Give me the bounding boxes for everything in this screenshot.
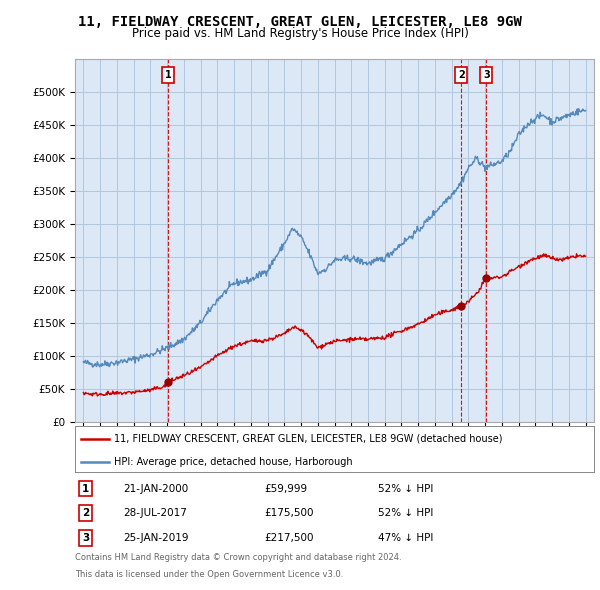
Text: 1: 1 <box>82 484 89 493</box>
Text: 2: 2 <box>82 509 89 518</box>
Text: 3: 3 <box>82 533 89 543</box>
Text: 11, FIELDWAY CRESCENT, GREAT GLEN, LEICESTER, LE8 9GW (detached house): 11, FIELDWAY CRESCENT, GREAT GLEN, LEICE… <box>114 434 502 444</box>
Text: £59,999: £59,999 <box>264 484 307 493</box>
Text: 25-JAN-2019: 25-JAN-2019 <box>123 533 188 543</box>
Text: Contains HM Land Registry data © Crown copyright and database right 2024.: Contains HM Land Registry data © Crown c… <box>75 553 401 562</box>
Text: 11, FIELDWAY CRESCENT, GREAT GLEN, LEICESTER, LE8 9GW: 11, FIELDWAY CRESCENT, GREAT GLEN, LEICE… <box>78 15 522 29</box>
Text: This data is licensed under the Open Government Licence v3.0.: This data is licensed under the Open Gov… <box>75 570 343 579</box>
Text: 3: 3 <box>483 70 490 80</box>
Text: £217,500: £217,500 <box>264 533 314 543</box>
Text: Price paid vs. HM Land Registry's House Price Index (HPI): Price paid vs. HM Land Registry's House … <box>131 27 469 40</box>
Text: 1: 1 <box>164 70 172 80</box>
Text: HPI: Average price, detached house, Harborough: HPI: Average price, detached house, Harb… <box>114 457 353 467</box>
Text: 52% ↓ HPI: 52% ↓ HPI <box>378 484 433 493</box>
Text: £175,500: £175,500 <box>264 509 314 518</box>
Text: 52% ↓ HPI: 52% ↓ HPI <box>378 509 433 518</box>
Text: 21-JAN-2000: 21-JAN-2000 <box>123 484 188 493</box>
Text: 2: 2 <box>458 70 464 80</box>
Text: 28-JUL-2017: 28-JUL-2017 <box>123 509 187 518</box>
Text: 47% ↓ HPI: 47% ↓ HPI <box>378 533 433 543</box>
